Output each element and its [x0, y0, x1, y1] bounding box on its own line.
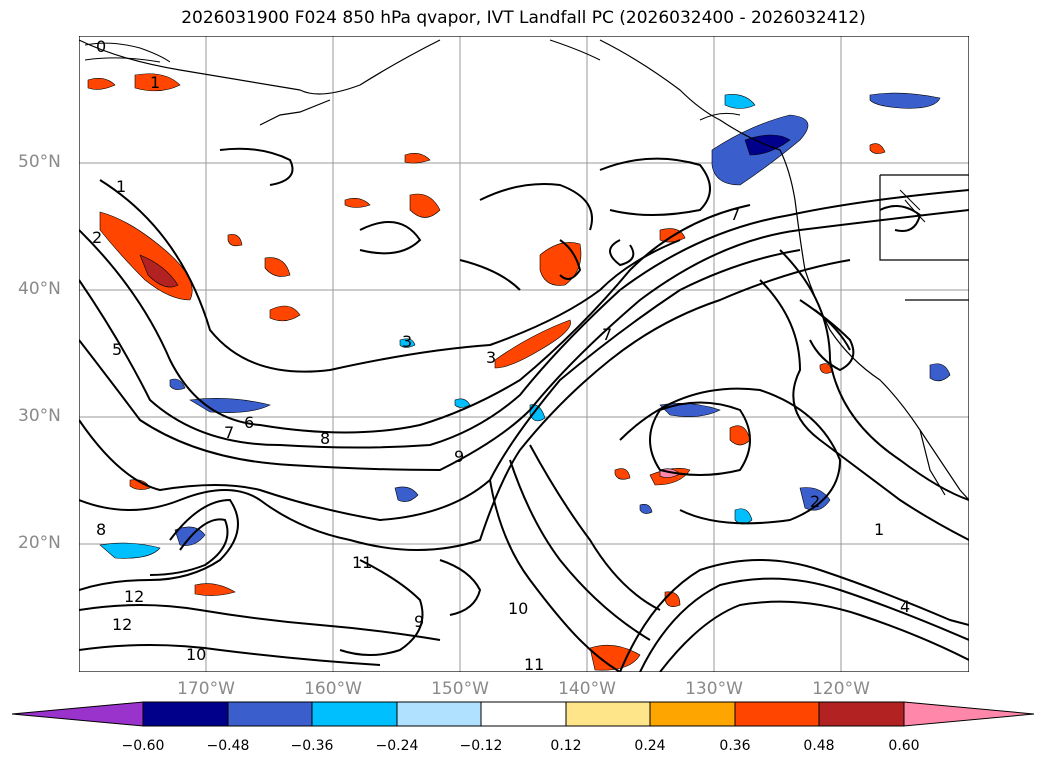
- colorbar-tick: −0.36: [290, 738, 334, 754]
- colorbar-tick: −0.60: [121, 738, 165, 754]
- lon-label-120w: 120°W: [812, 679, 870, 699]
- filled-shading: [87, 73, 951, 671]
- contour-label: 7: [602, 325, 612, 344]
- contour-label: 3: [486, 348, 496, 367]
- contour-label: 11: [524, 655, 544, 674]
- map-title: 2026031900 F024 850 hPa qvapor, IVT Land…: [181, 8, 866, 28]
- coastlines: [79, 39, 969, 501]
- contour-label: 12: [124, 587, 144, 606]
- colorbar-tick: −0.48: [206, 738, 250, 754]
- colorbar-over: [903, 701, 1035, 727]
- colorbar-tick: 0.24: [634, 738, 666, 754]
- contour-label: 9: [454, 447, 464, 466]
- colorbar: [11, 701, 1035, 727]
- contour-label: 2: [810, 492, 820, 511]
- lon-label-140w: 140°W: [558, 679, 616, 699]
- lat-label-40n: 40°N: [18, 279, 61, 299]
- colorbar-tick: −0.12: [459, 738, 503, 754]
- lat-label-30n: 30°N: [18, 406, 61, 426]
- colorbar-under: [11, 701, 144, 727]
- contour-label: 4: [900, 597, 910, 616]
- colorbar-tick: 0.36: [719, 738, 751, 754]
- colorbar-tick: −0.24: [375, 738, 419, 754]
- colorbar-tick: 0.12: [550, 738, 582, 754]
- lon-label-150w: 150°W: [431, 679, 489, 699]
- contour-label: 1: [150, 73, 160, 92]
- contour-label: 9: [414, 612, 424, 631]
- contour-label: 1: [874, 520, 884, 539]
- contour-label: 10: [186, 645, 206, 664]
- contour-label: 0: [96, 37, 106, 56]
- contour-label: 11: [352, 553, 372, 572]
- contour-label: 1: [116, 177, 126, 196]
- contour-label: 12: [112, 615, 132, 634]
- lon-label-130w: 130°W: [685, 679, 743, 699]
- contour-label: 6: [244, 413, 254, 432]
- contour-label: 2: [92, 228, 102, 247]
- lat-label-20n: 20°N: [18, 533, 61, 553]
- contour-label: 7: [224, 423, 234, 442]
- colorbar-tick: 0.48: [803, 738, 835, 754]
- contour-label: 8: [320, 429, 330, 448]
- lon-label-160w: 160°W: [304, 679, 362, 699]
- lat-label-50n: 50°N: [18, 152, 61, 172]
- contour-label-group: 0 1 1 2 3 3 5 6 7 7 8 8 9 9 10 10 11 11 …: [92, 37, 910, 674]
- colorbar-tick: 0.60: [888, 738, 920, 754]
- contour-label: 5: [112, 340, 122, 359]
- contour-label: 3: [402, 332, 412, 351]
- contour-thin: [84, 39, 926, 223]
- contour-lines: [79, 147, 969, 672]
- contour-label: 8: [96, 520, 106, 539]
- lon-label-170w: 170°W: [177, 679, 235, 699]
- contour-label: 7: [730, 205, 740, 224]
- contour-label: 10: [508, 599, 528, 618]
